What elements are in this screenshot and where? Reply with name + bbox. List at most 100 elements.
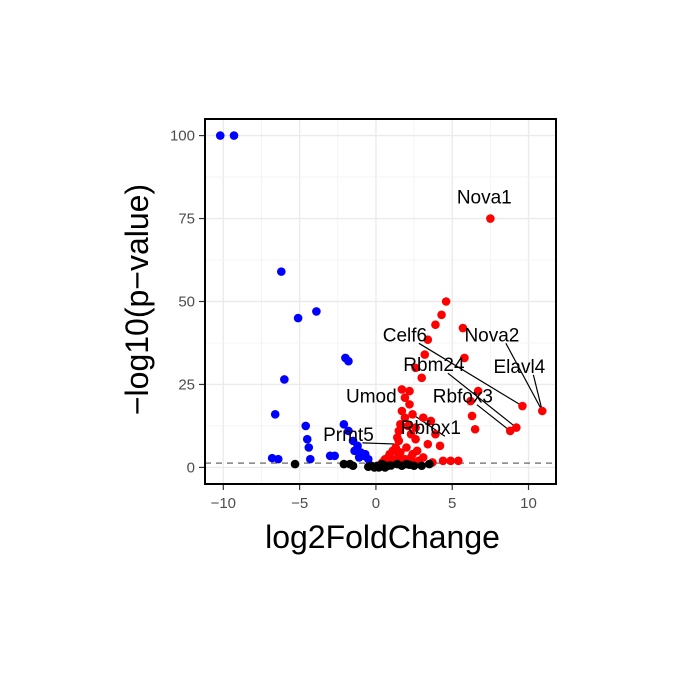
data-point (441, 297, 451, 306)
data-point (426, 416, 436, 426)
data-point (290, 459, 300, 469)
data-point (302, 434, 312, 444)
data-point (446, 456, 456, 466)
data-point (397, 406, 407, 416)
y-tick-label: 100 (170, 128, 195, 145)
label-connector-line (412, 413, 446, 437)
data-point (229, 131, 239, 140)
data-point (301, 421, 311, 431)
data-point (277, 267, 286, 276)
data-point (411, 423, 420, 432)
data-point (438, 456, 448, 466)
data-point (460, 353, 469, 363)
x-tick-label: −5 (291, 495, 308, 512)
data-point (394, 436, 404, 446)
data-point (403, 421, 413, 431)
data-point (330, 451, 340, 461)
data-point (306, 454, 315, 464)
data-point (397, 385, 407, 394)
label-connectors (362, 342, 543, 445)
data-point (423, 335, 433, 344)
data-point (405, 386, 414, 396)
data-point (473, 386, 483, 396)
data-point (408, 410, 417, 419)
data-point (400, 393, 410, 403)
data-point (339, 459, 349, 469)
data-point (423, 439, 433, 449)
data-point (518, 401, 527, 411)
x-tick-label: 0 (372, 495, 380, 512)
data-point (280, 375, 289, 384)
data-point (458, 323, 468, 333)
gene-label: Nova1 (457, 188, 512, 209)
data-point (377, 459, 387, 469)
y-axis-title: −log10(p−value) (119, 184, 155, 415)
label-connector-line (505, 343, 543, 412)
data-point (400, 413, 410, 422)
data-point (215, 131, 225, 140)
data-point (344, 356, 353, 366)
data-point (273, 454, 283, 464)
gene-label: Rbfox1 (401, 418, 461, 439)
data-point (486, 214, 495, 223)
data-point (467, 411, 477, 421)
data-point (402, 443, 411, 452)
data-point (470, 424, 480, 434)
y-tick-label: 0 (187, 459, 195, 476)
label-connector-line (532, 374, 543, 412)
y-tick-label: 25 (178, 376, 195, 393)
data-point (350, 446, 359, 456)
x-tick-label: 10 (520, 495, 537, 512)
data-point (420, 350, 430, 359)
data-points (215, 131, 547, 472)
gene-label: Celf6 (383, 325, 427, 346)
label-connector-line (476, 404, 511, 432)
gene-label: Rbm24 (403, 355, 465, 376)
x-axis-ticks: −10 −5 0 5 10 (211, 485, 537, 512)
gene-label: Elavl4 (493, 357, 545, 378)
data-point (537, 406, 547, 416)
data-point (270, 410, 280, 419)
y-tick-label: 50 (178, 294, 195, 311)
data-point (418, 413, 428, 422)
data-point (431, 320, 440, 330)
data-point (417, 461, 427, 471)
x-tick-label: −10 (211, 495, 236, 512)
gene-label: Nova2 (464, 325, 519, 346)
data-point (437, 310, 446, 320)
data-point (431, 429, 440, 439)
data-point (406, 453, 416, 462)
data-point (293, 313, 303, 323)
data-point (304, 443, 314, 452)
y-axis-ticks: 0 25 50 75 100 (170, 128, 204, 476)
y-tick-label: 75 (178, 211, 195, 228)
x-axis-title: log2FoldChange (265, 519, 500, 555)
data-point (435, 441, 445, 451)
data-point (394, 426, 404, 436)
data-point (454, 456, 463, 466)
data-point (386, 461, 396, 470)
data-point (411, 363, 420, 373)
plot-panel-border (204, 118, 557, 485)
data-point (312, 307, 321, 316)
data-point (405, 460, 414, 470)
data-point (344, 426, 353, 436)
gene-label: Rbfox3 (433, 387, 493, 408)
data-point (354, 453, 364, 462)
data-point (505, 426, 515, 436)
gene-label: Umod (346, 387, 397, 408)
data-point (405, 400, 414, 409)
x-tick-label: 5 (448, 495, 456, 512)
label-connector-line (362, 442, 399, 445)
data-point (417, 373, 427, 383)
data-point (425, 459, 434, 469)
label-connector-line (418, 342, 523, 407)
data-point (466, 396, 475, 406)
gene-label: Prmt5 (323, 425, 374, 446)
data-point (348, 461, 358, 471)
data-point (396, 419, 405, 429)
label-connector-line (447, 372, 517, 429)
data-point (339, 419, 349, 429)
